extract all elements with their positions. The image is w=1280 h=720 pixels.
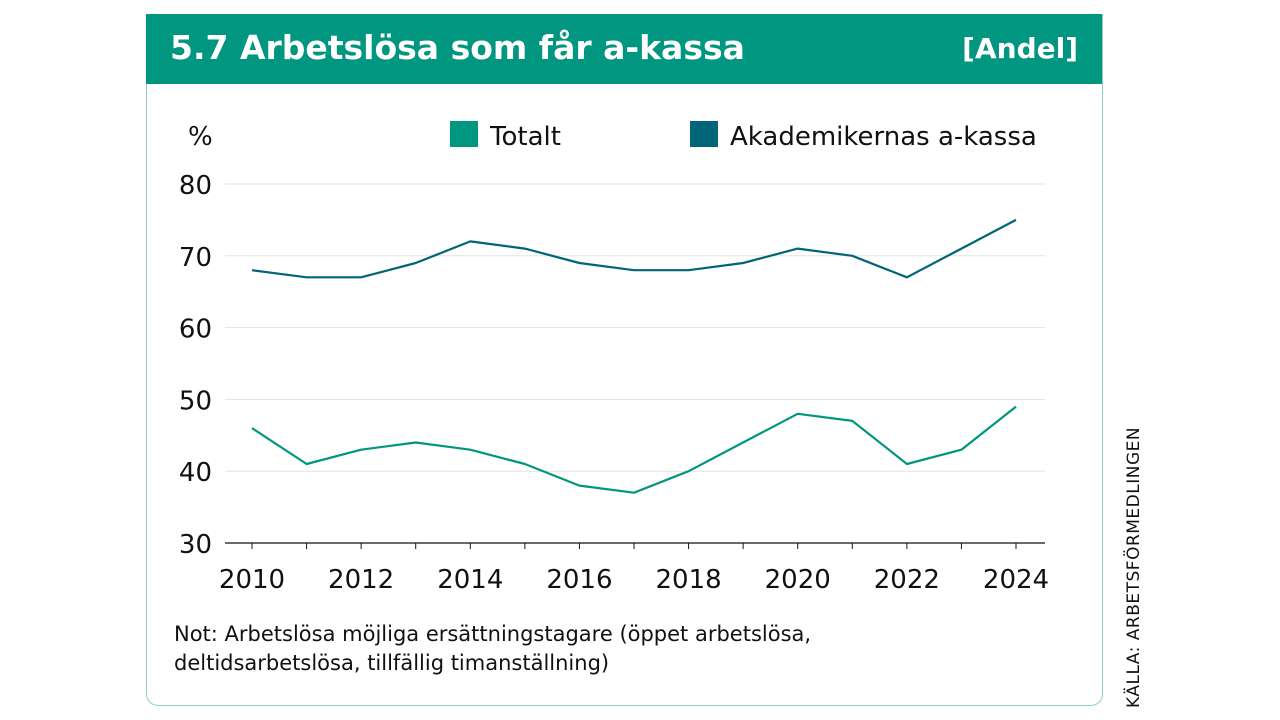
y-tick-label: 60 bbox=[179, 315, 212, 345]
y-axis-label: % bbox=[188, 122, 213, 152]
y-tick-label: 40 bbox=[179, 458, 212, 488]
footnote: Not: Arbetslösa möjliga ersättningstagar… bbox=[174, 622, 812, 675]
legend-swatch bbox=[690, 121, 718, 147]
x-tick-label: 2014 bbox=[437, 565, 503, 595]
series-lines bbox=[251, 218, 1017, 494]
y-tick-label: 80 bbox=[179, 171, 212, 201]
grid-lines bbox=[225, 183, 1045, 472]
x-tick-label: 2018 bbox=[655, 565, 721, 595]
y-tick-label: 70 bbox=[179, 243, 212, 273]
chart-title: 5.7 Arbetslösa som får a-kassa bbox=[170, 28, 745, 67]
x-tick-label: 2010 bbox=[219, 565, 285, 595]
chart-card bbox=[146, 14, 1103, 706]
source-label: KÄLLA: ARBETSFÖRMEDLINGEN bbox=[1124, 426, 1144, 708]
x-tick-label: 2024 bbox=[983, 565, 1049, 595]
legend-label: Akademikernas a-kassa bbox=[730, 122, 1037, 152]
x-tick-label: 2022 bbox=[874, 565, 940, 595]
y-tick-label: 30 bbox=[179, 530, 212, 560]
series-line-akademikernas bbox=[251, 218, 1017, 279]
x-tick-label: 2016 bbox=[546, 565, 612, 595]
x-tick-label: 2020 bbox=[765, 565, 831, 595]
axes: 30 40 50 60 70 80% 2010 2012 2014 2016 2018 2020 202… bbox=[179, 122, 1049, 595]
x-tick-label: 2012 bbox=[328, 565, 394, 595]
unit-label: [Andel] bbox=[962, 32, 1078, 65]
legend: Totalt Akademikernas a-kassa bbox=[450, 121, 1037, 152]
series-line-totalt bbox=[251, 405, 1017, 494]
y-tick-label: 50 bbox=[179, 386, 212, 416]
legend-label: Totalt bbox=[489, 122, 561, 152]
legend-swatch bbox=[450, 121, 478, 147]
chart-header: 5.7 Arbetslösa som får a-kassa [Andel] bbox=[146, 14, 1102, 84]
